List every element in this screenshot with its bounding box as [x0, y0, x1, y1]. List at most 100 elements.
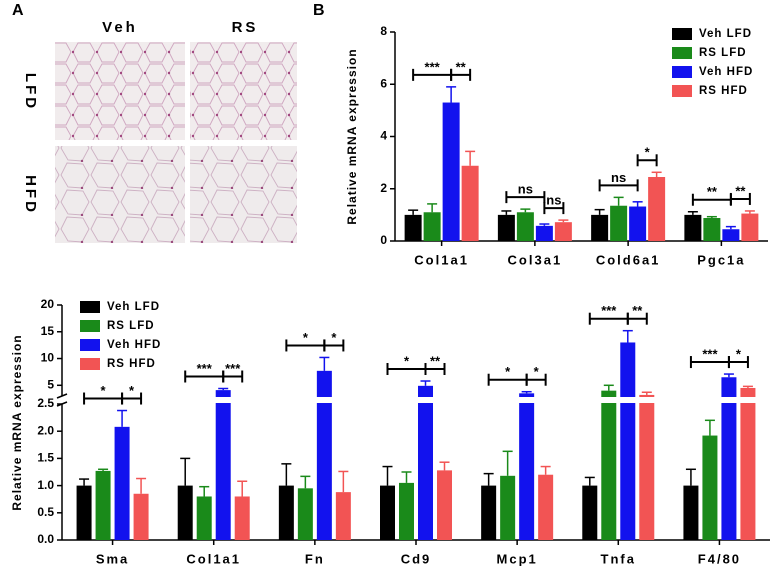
x-tick-label: Col1a1: [186, 551, 241, 566]
bar: [95, 470, 111, 540]
significance-label: ***: [702, 346, 718, 361]
histology-image: [190, 42, 297, 140]
panel-label: B: [313, 2, 325, 19]
bar: [639, 394, 655, 540]
bar: [442, 102, 460, 241]
bar: [404, 214, 422, 241]
bar: [629, 206, 647, 241]
x-tick-label: Cold6a1: [596, 252, 661, 267]
significance-label: ns: [546, 193, 561, 208]
x-tick-label: Mcp1: [497, 551, 538, 566]
legend-swatch: [672, 28, 692, 40]
significance-label: *: [129, 383, 135, 398]
bar: [380, 485, 395, 540]
significance-label: **: [707, 184, 718, 199]
y-tick-label: 8: [380, 24, 387, 38]
legend-label: Veh HFD: [107, 339, 161, 351]
bar: [702, 435, 718, 540]
bar: [554, 222, 572, 241]
significance-label: ***: [225, 361, 241, 376]
bar: [648, 176, 666, 241]
break-mark: [56, 393, 68, 399]
legend-swatch: [672, 85, 692, 97]
bar: [133, 493, 149, 540]
bar: [519, 393, 535, 540]
bar: [740, 387, 756, 540]
significance-label: *: [534, 364, 540, 379]
bar: [399, 482, 414, 540]
x-tick-label: Tnfa: [601, 551, 636, 566]
y-tick-label: 10: [41, 351, 55, 365]
legend-label: Veh LFD: [699, 28, 752, 40]
column-label: RS: [232, 19, 259, 36]
legend-swatch: [672, 47, 692, 59]
bar: [335, 492, 351, 540]
y-tick-label: 2.0: [37, 423, 54, 437]
axis-break: [64, 397, 772, 403]
y-tick-label: 1.5: [37, 451, 54, 465]
bar: [76, 485, 92, 540]
significance-label: ns: [611, 170, 626, 185]
significance-label: ns: [518, 182, 533, 197]
legend-label: RS LFD: [699, 47, 747, 59]
bar: [114, 426, 130, 540]
histology-image: [55, 42, 185, 140]
significance-label: *: [505, 364, 511, 379]
bar: [582, 485, 598, 540]
x-tick-label: Col1a1: [414, 252, 469, 267]
bar: [610, 205, 628, 241]
y-tick-label: 2.5: [37, 396, 54, 410]
bar: [703, 218, 721, 241]
y-tick-label: 0.0: [37, 532, 54, 546]
y-tick-label: 4: [380, 129, 387, 143]
panel-a: A Veh RS LFD HFD: [12, 2, 297, 243]
bar: [423, 212, 441, 241]
y-tick-label: 15: [41, 324, 55, 338]
significance-label: ***: [425, 59, 441, 74]
bar: [278, 485, 294, 540]
bar: [177, 485, 193, 540]
x-tick-label: F4/80: [698, 551, 741, 566]
bar: [316, 370, 332, 540]
legend-swatch: [80, 301, 100, 313]
significance-label: ***: [601, 303, 617, 318]
significance-label: *: [101, 383, 107, 398]
significance-label: *: [303, 330, 309, 345]
y-tick-label: 0.5: [37, 505, 54, 519]
y-axis-label: Relative mRNA expression: [10, 334, 24, 510]
x-tick-label: Sma: [96, 551, 129, 566]
panel-label: A: [12, 2, 24, 19]
x-tick-label: Pgc1a: [697, 252, 745, 267]
y-tick-label: 20: [41, 297, 55, 311]
column-label: Veh: [102, 19, 138, 36]
legend-label: RS LFD: [107, 320, 155, 332]
y-tick-label: 0: [380, 233, 387, 247]
bar: [234, 496, 250, 540]
x-tick-label: Col3a1: [508, 252, 563, 267]
bar: [500, 475, 516, 540]
legend-label: RS HFD: [699, 85, 748, 97]
significance-label: *: [645, 145, 651, 160]
legend-swatch: [80, 358, 100, 370]
significance-label: **: [735, 183, 746, 198]
bar: [722, 229, 740, 241]
legend-label: Veh HFD: [699, 66, 753, 78]
bar: [196, 496, 212, 540]
y-tick-label: 2: [380, 181, 387, 195]
bar: [683, 485, 699, 540]
significance-label: **: [456, 59, 467, 74]
legend-swatch: [80, 339, 100, 351]
legend-swatch: [80, 320, 100, 332]
bar: [741, 213, 759, 241]
histology-image: [55, 146, 185, 243]
row-label: LFD: [22, 73, 39, 111]
bar: [418, 385, 433, 540]
bar: [620, 342, 636, 540]
legend-swatch: [672, 66, 692, 78]
bar: [591, 214, 609, 241]
bar: [538, 474, 554, 540]
y-tick-label: 5: [47, 377, 54, 391]
bar: [215, 390, 231, 540]
row-label: HFD: [22, 175, 39, 215]
